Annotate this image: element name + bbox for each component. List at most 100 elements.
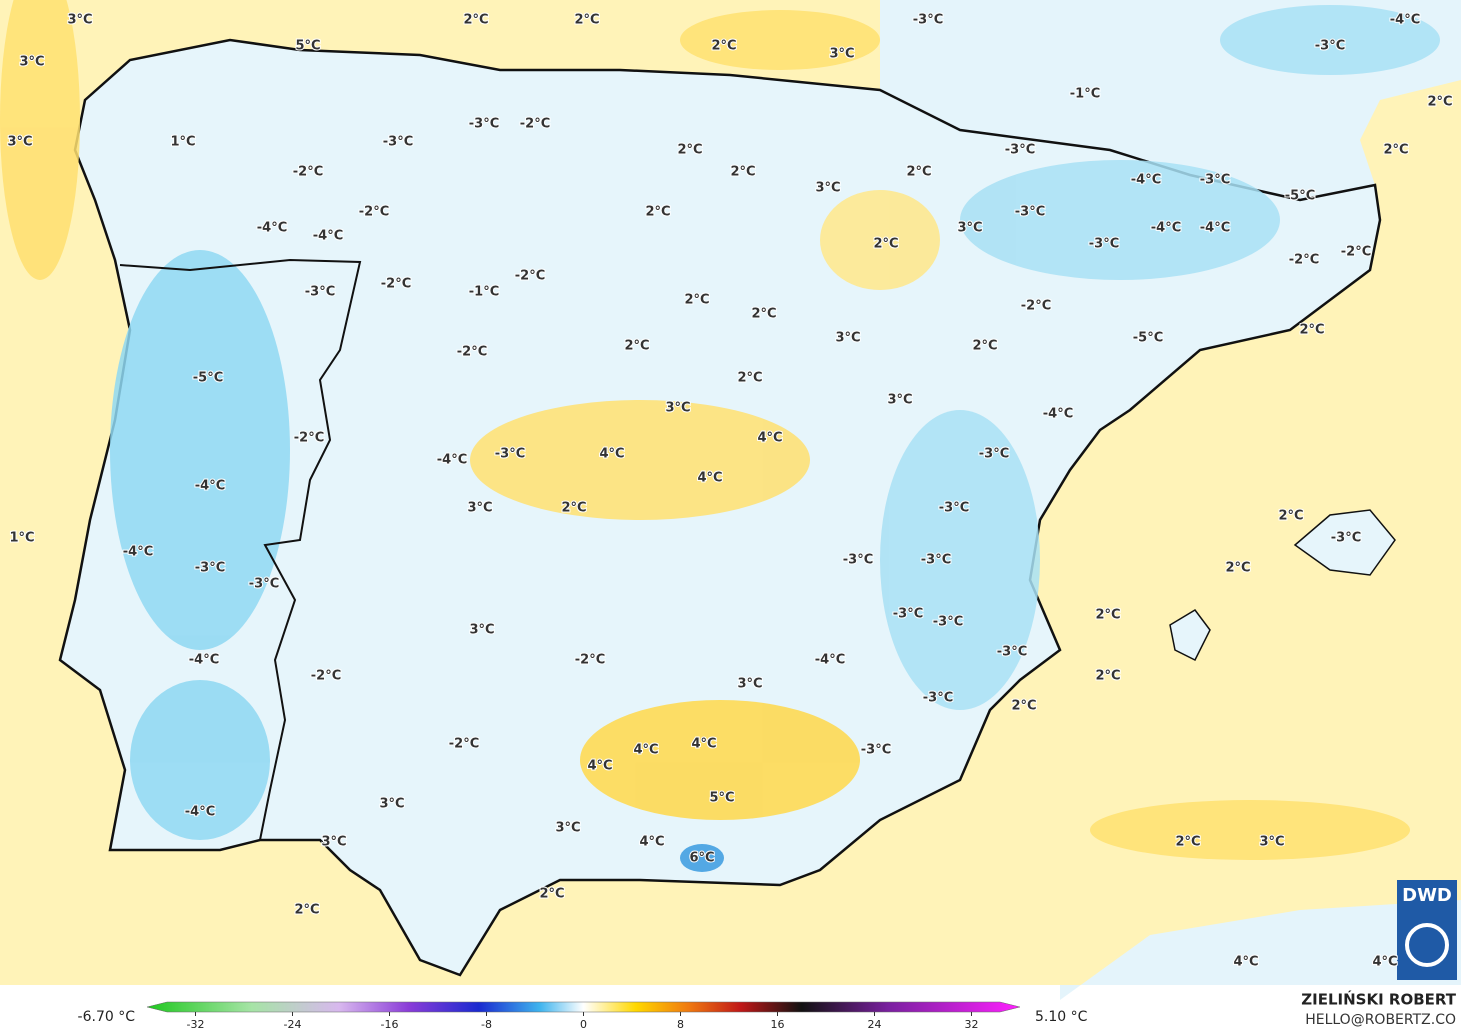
colorbar-tick-label: 24 <box>868 1018 882 1031</box>
temperature-label: -4°C <box>189 653 219 668</box>
colorbar <box>146 1001 1021 1013</box>
temperature-label: -4°C <box>195 479 225 494</box>
temperature-label: 5°C <box>295 39 320 54</box>
temperature-label: 4°C <box>639 835 664 850</box>
temperature-label: -3°C <box>893 607 923 622</box>
temperature-label: 2°C <box>677 143 702 158</box>
temperature-label: -4°C <box>1151 221 1181 236</box>
temperature-label: 3°C <box>887 393 912 408</box>
temperature-label: 4°C <box>697 471 722 486</box>
temperature-label: -3°C <box>1005 143 1035 158</box>
colorbar-tick-label: -24 <box>284 1018 302 1031</box>
temperature-label: -3°C <box>921 553 951 568</box>
temperature-label: 2°C <box>624 339 649 354</box>
temperature-label: -3°C <box>979 447 1009 462</box>
temperature-label: 2°C <box>1225 561 1250 576</box>
temperature-label: -5°C <box>193 371 223 386</box>
temperature-label: -2°C <box>515 269 545 284</box>
colorbar-tick-label: -32 <box>187 1018 205 1031</box>
temperature-label: -2°C <box>1289 253 1319 268</box>
temperature-label: -3°C <box>195 561 225 576</box>
temperature-label: 2°C <box>730 165 755 180</box>
temperature-label: -4°C <box>313 229 343 244</box>
colorbar-min: -6.70 °C <box>78 1009 136 1025</box>
temperature-label: 3°C <box>321 835 346 850</box>
temperature-label: 3°C <box>829 47 854 62</box>
temperature-label: 2°C <box>539 887 564 902</box>
temperature-label: -3°C <box>495 447 525 462</box>
temperature-label: 3°C <box>555 821 580 836</box>
colorbar-tick-label: 8 <box>677 1018 684 1031</box>
temperature-label: -2°C <box>1021 299 1051 314</box>
temperature-label: 3°C <box>19 55 44 70</box>
temperature-label: -3°C <box>305 285 335 300</box>
temperature-label: -3°C <box>469 117 499 132</box>
logo-text: DWD <box>1402 885 1452 906</box>
temperature-label: 2°C <box>463 13 488 28</box>
temperature-label: 4°C <box>633 743 658 758</box>
author: ZIELIŃSKI ROBERT <box>1301 990 1456 1009</box>
temperature-label: 3°C <box>379 797 404 812</box>
temperature-label: 3°C <box>467 501 492 516</box>
temperature-label: -2°C <box>311 669 341 684</box>
temperature-label: 3°C <box>7 135 32 150</box>
temperature-label: -3°C <box>1331 531 1361 546</box>
temperature-label: 4°C <box>587 759 612 774</box>
temperature-label: -1°C <box>1070 87 1100 102</box>
temperature-label: 2°C <box>1011 699 1036 714</box>
temperature-label: 6°C <box>689 851 714 866</box>
land-africa <box>1060 900 1461 1000</box>
temperature-label: 3°C <box>665 401 690 416</box>
temperature-label: 2°C <box>711 39 736 54</box>
temperature-label: -5°C <box>1133 331 1163 346</box>
temperature-label: -4°C <box>1390 13 1420 28</box>
temperature-label: 4°C <box>599 447 624 462</box>
temperature-label: 2°C <box>1278 509 1303 524</box>
colorbar-tick-label: 16 <box>771 1018 785 1031</box>
logo-swirl <box>1405 923 1449 967</box>
temperature-label: -4°C <box>815 653 845 668</box>
temperature-label: -4°C <box>1043 407 1073 422</box>
temperature-label: 2°C <box>906 165 931 180</box>
temperature-label: 4°C <box>1372 955 1397 970</box>
temperature-label: 4°C <box>757 431 782 446</box>
temperature-label: 3°C <box>469 623 494 638</box>
temperature-label: 2°C <box>1427 95 1452 110</box>
temperature-label: 3°C <box>835 331 860 346</box>
temperature-label: -4°C <box>1200 221 1230 236</box>
temperature-label: 2°C <box>873 237 898 252</box>
temperature-label: -3°C <box>923 691 953 706</box>
colorbar-tick-label: -8 <box>481 1018 492 1031</box>
temperature-label: -3°C <box>933 615 963 630</box>
temperature-label: 2°C <box>294 903 319 918</box>
temperature-label: 2°C <box>1299 323 1324 338</box>
temperature-label: -3°C <box>1089 237 1119 252</box>
temperature-label: -4°C <box>437 453 467 468</box>
anomaly-fields <box>0 0 1440 872</box>
temperature-label: 2°C <box>645 205 670 220</box>
temperature-label: 2°C <box>751 307 776 322</box>
temperature-label: -2°C <box>457 345 487 360</box>
temperature-label: -2°C <box>294 431 324 446</box>
temperature-label: 3°C <box>815 181 840 196</box>
temperature-label: 1°C <box>170 135 195 150</box>
temperature-label: 2°C <box>1383 143 1408 158</box>
temperature-label: -1°C <box>469 285 499 300</box>
temperature-label: -3°C <box>913 13 943 28</box>
temperature-label: -3°C <box>997 645 1027 660</box>
map <box>0 0 1461 1000</box>
temperature-label: 3°C <box>957 221 982 236</box>
temperature-label: -3°C <box>843 553 873 568</box>
temperature-label: 2°C <box>972 339 997 354</box>
temperature-label: 1°C <box>9 531 34 546</box>
colorbar-max: 5.10 °C <box>1035 1009 1088 1025</box>
temperature-label: -4°C <box>185 805 215 820</box>
temperature-label: -3°C <box>383 135 413 150</box>
temperature-label: -3°C <box>1315 39 1345 54</box>
temperature-label: 3°C <box>67 13 92 28</box>
temperature-label: -2°C <box>520 117 550 132</box>
temperature-label: -4°C <box>257 221 287 236</box>
temperature-label: -3°C <box>1200 173 1230 188</box>
colorbar-tick-label: 32 <box>965 1018 979 1031</box>
